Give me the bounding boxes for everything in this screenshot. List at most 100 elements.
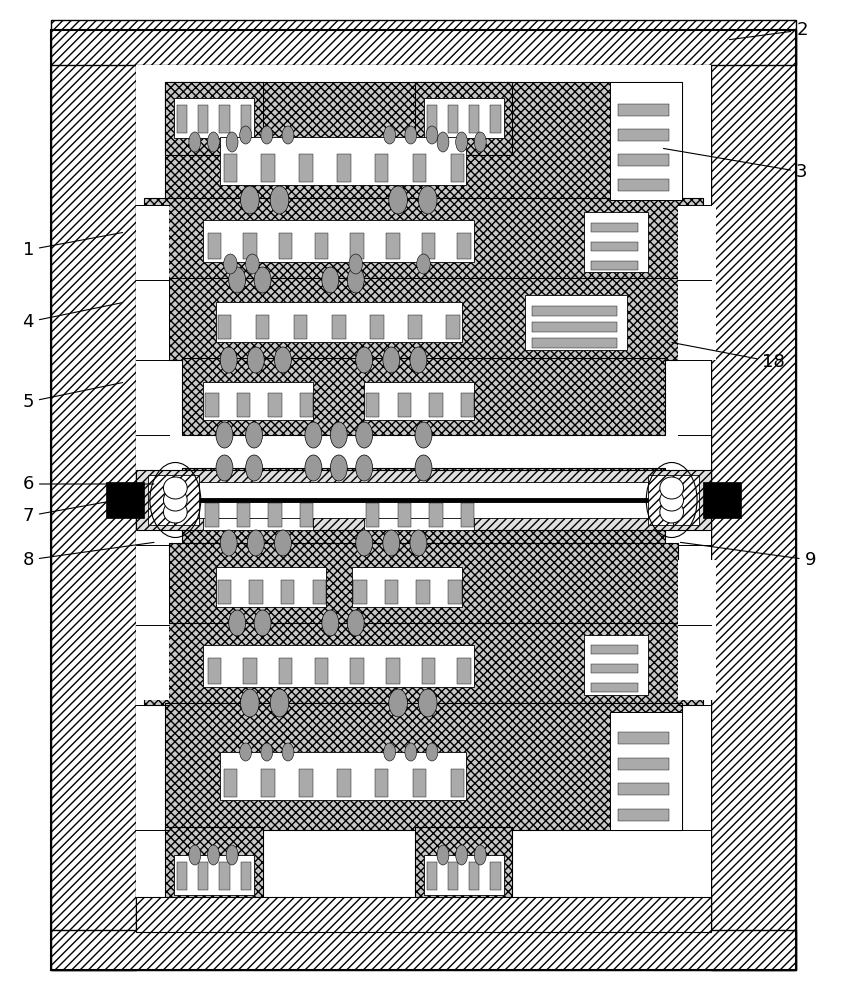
Bar xyxy=(224,154,237,182)
Bar xyxy=(397,503,411,527)
Ellipse shape xyxy=(261,126,273,144)
Bar xyxy=(136,205,169,360)
Ellipse shape xyxy=(270,689,289,717)
Bar xyxy=(618,732,669,744)
Ellipse shape xyxy=(282,126,294,144)
Text: 2: 2 xyxy=(729,21,808,40)
Bar xyxy=(386,658,400,684)
Bar xyxy=(256,315,269,339)
Bar xyxy=(51,30,796,970)
Ellipse shape xyxy=(208,845,219,865)
Ellipse shape xyxy=(426,126,438,144)
Bar xyxy=(136,560,169,700)
Bar xyxy=(448,862,458,890)
Bar xyxy=(314,233,328,259)
Bar xyxy=(351,658,364,684)
Ellipse shape xyxy=(247,530,264,556)
Ellipse shape xyxy=(660,489,684,511)
Bar xyxy=(386,233,400,259)
Bar xyxy=(299,154,313,182)
Bar xyxy=(397,393,411,417)
Bar xyxy=(165,82,682,200)
Bar xyxy=(268,393,282,417)
Ellipse shape xyxy=(254,267,271,293)
Bar xyxy=(165,827,263,900)
Bar xyxy=(648,475,673,525)
Ellipse shape xyxy=(274,347,291,373)
Bar xyxy=(584,635,648,695)
Ellipse shape xyxy=(226,845,238,865)
Bar xyxy=(268,503,282,527)
Bar xyxy=(216,567,326,607)
Ellipse shape xyxy=(247,347,264,373)
Ellipse shape xyxy=(330,422,347,448)
Ellipse shape xyxy=(347,267,364,293)
Bar xyxy=(385,580,398,604)
Bar xyxy=(610,82,682,200)
Ellipse shape xyxy=(246,455,263,481)
Bar xyxy=(236,503,250,527)
Bar xyxy=(412,769,426,797)
Ellipse shape xyxy=(347,610,364,636)
Bar xyxy=(219,862,230,890)
Bar xyxy=(461,503,474,527)
Ellipse shape xyxy=(163,489,187,511)
Ellipse shape xyxy=(437,845,449,865)
Bar xyxy=(300,393,313,417)
Bar xyxy=(106,482,144,518)
Ellipse shape xyxy=(356,530,373,556)
Bar xyxy=(469,105,479,133)
Bar xyxy=(610,712,682,830)
Ellipse shape xyxy=(246,254,259,274)
Bar xyxy=(144,623,703,705)
Ellipse shape xyxy=(163,501,187,523)
Bar xyxy=(711,30,796,970)
Bar xyxy=(424,855,504,895)
Bar xyxy=(51,20,796,65)
Bar xyxy=(281,580,295,604)
Ellipse shape xyxy=(383,530,400,556)
Bar xyxy=(262,769,275,797)
Bar xyxy=(241,862,251,890)
Bar xyxy=(249,580,263,604)
Bar xyxy=(224,769,237,797)
Ellipse shape xyxy=(229,610,246,636)
Bar xyxy=(375,154,389,182)
Ellipse shape xyxy=(405,743,417,761)
Ellipse shape xyxy=(384,743,396,761)
Text: 7: 7 xyxy=(22,497,131,525)
Bar xyxy=(337,154,351,182)
Bar xyxy=(208,233,221,259)
Bar xyxy=(51,30,796,970)
Bar xyxy=(177,862,187,890)
Ellipse shape xyxy=(305,422,322,448)
Ellipse shape xyxy=(410,347,427,373)
Bar xyxy=(618,758,669,770)
Bar xyxy=(703,482,741,518)
Bar xyxy=(366,393,379,417)
Bar xyxy=(370,315,384,339)
Ellipse shape xyxy=(410,530,427,556)
Bar xyxy=(490,862,501,890)
Bar xyxy=(364,492,474,530)
Bar xyxy=(203,645,474,687)
Bar xyxy=(169,482,678,518)
Text: 6: 6 xyxy=(23,475,154,493)
Bar xyxy=(208,658,221,684)
Bar xyxy=(618,179,669,191)
Ellipse shape xyxy=(226,132,238,152)
Bar xyxy=(294,315,307,339)
Bar xyxy=(532,306,617,316)
Ellipse shape xyxy=(322,267,339,293)
Bar xyxy=(241,105,251,133)
Ellipse shape xyxy=(415,455,432,481)
Bar xyxy=(424,98,504,138)
Ellipse shape xyxy=(189,845,201,865)
Bar xyxy=(51,930,796,970)
Ellipse shape xyxy=(254,610,271,636)
Ellipse shape xyxy=(246,422,263,448)
Bar xyxy=(243,233,257,259)
Bar xyxy=(375,769,389,797)
Bar xyxy=(300,503,313,527)
Bar xyxy=(177,105,187,133)
